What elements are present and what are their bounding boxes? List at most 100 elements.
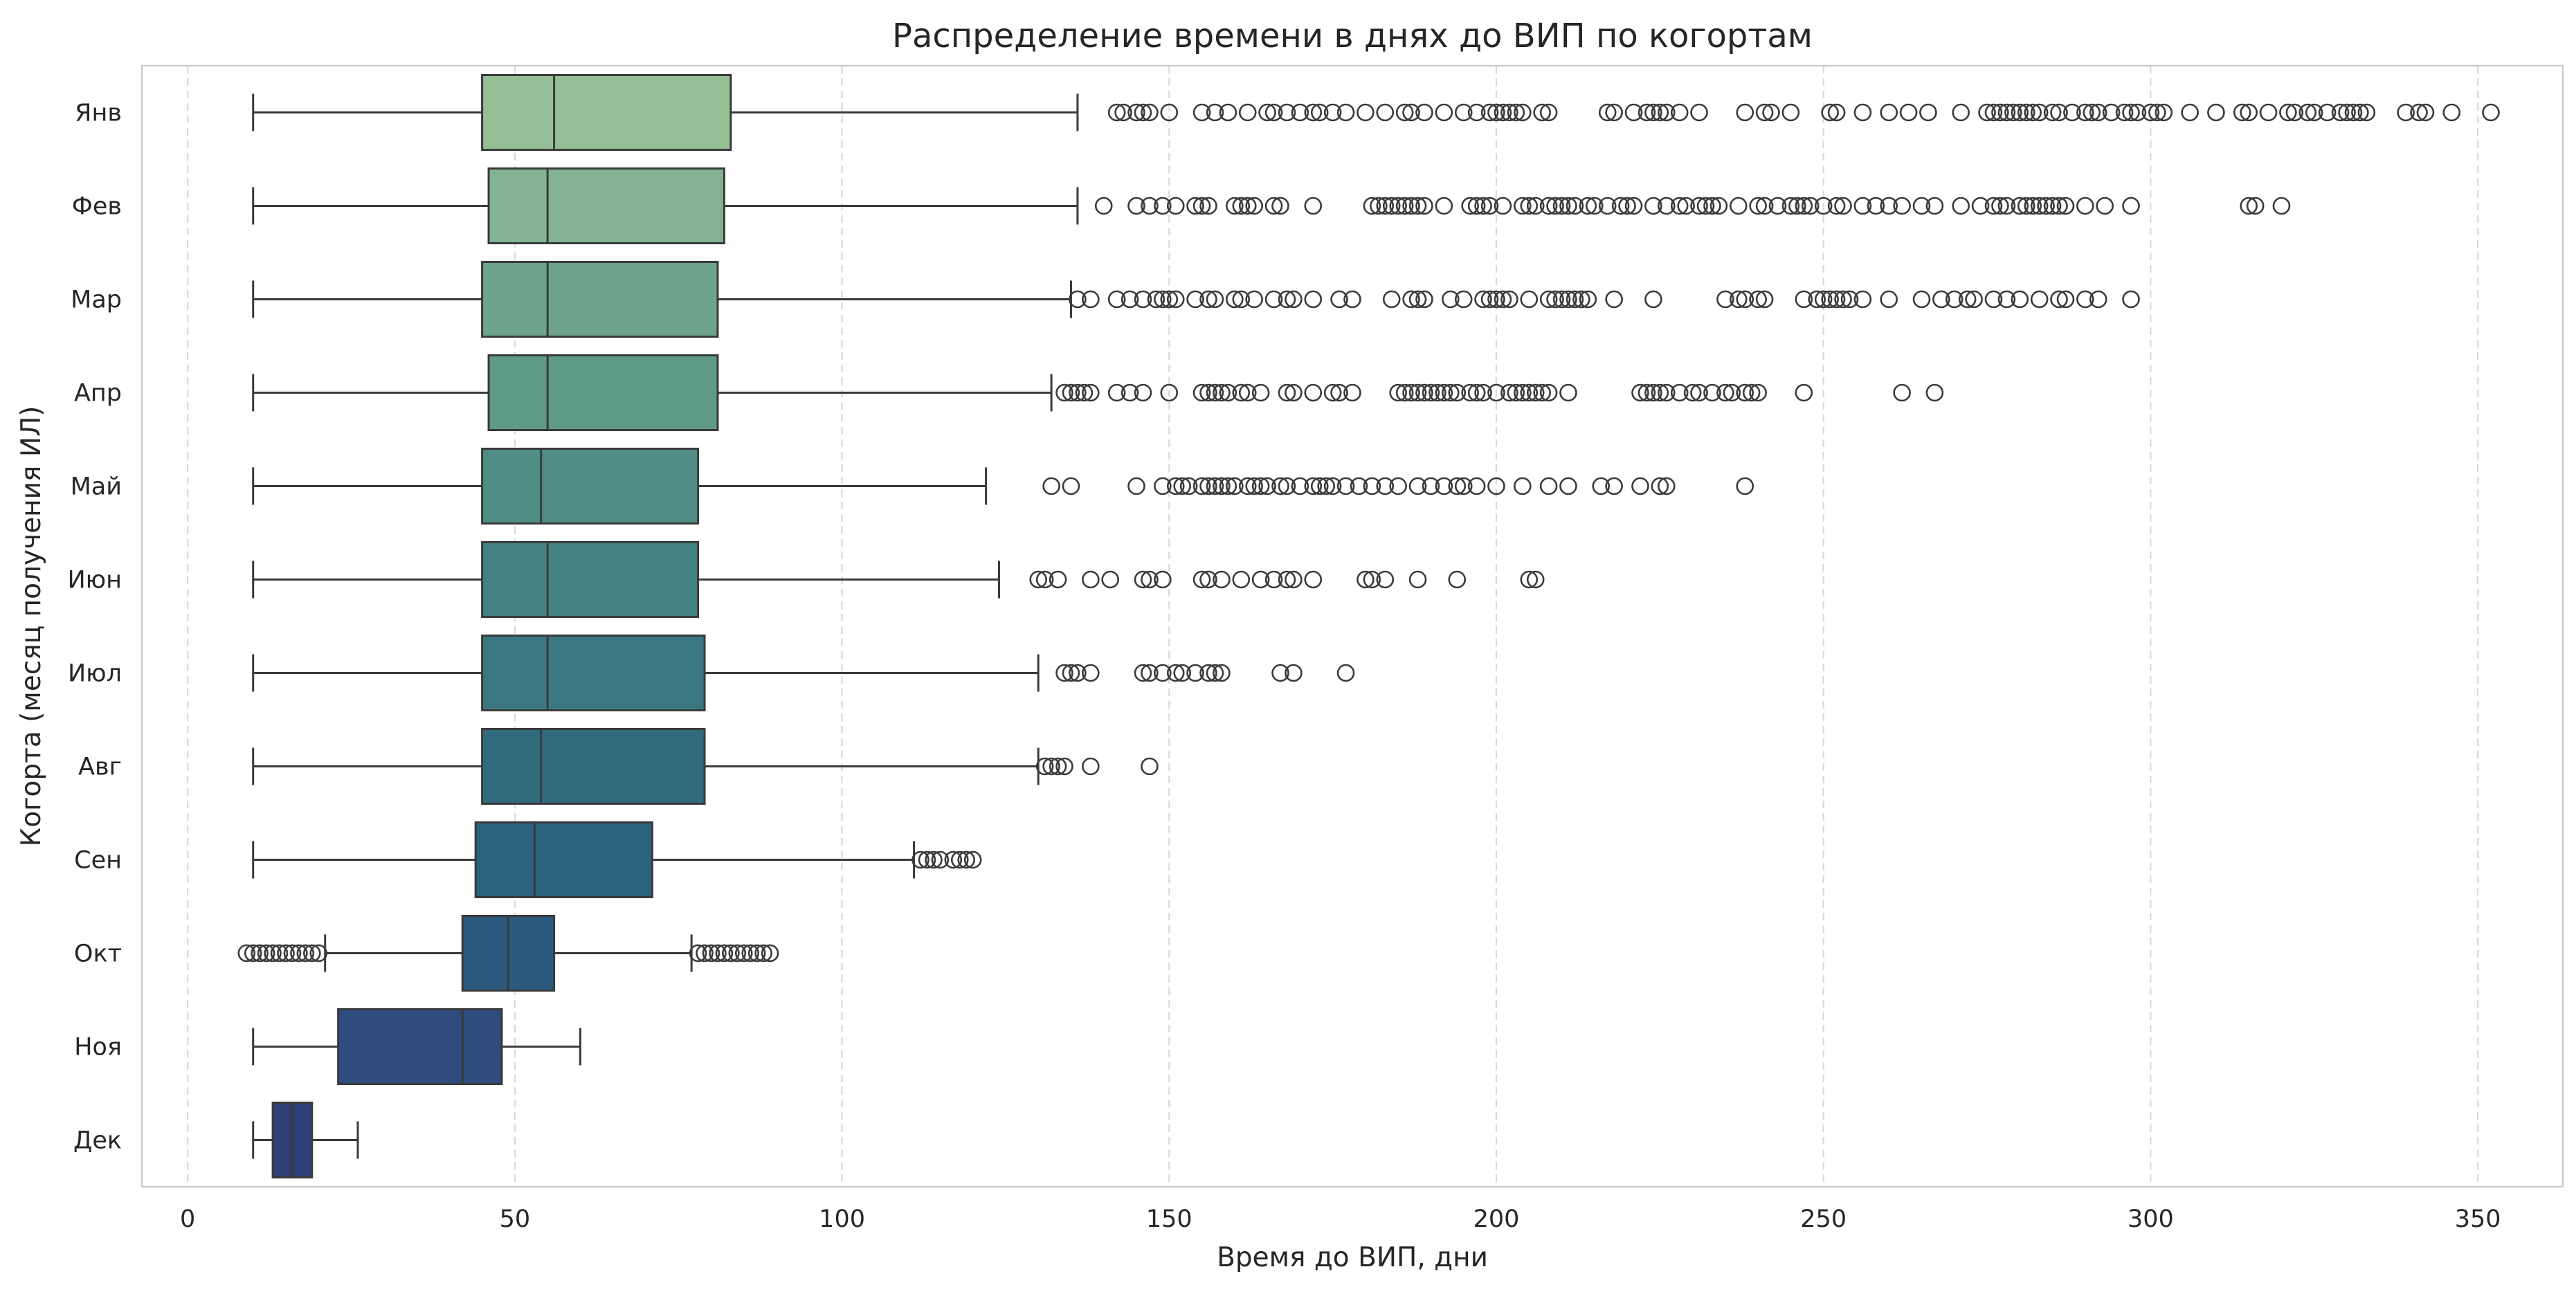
outlier-point (1199, 197, 1217, 215)
outlier-point (1533, 383, 1551, 402)
outlier-point (1808, 290, 1826, 309)
outlier-point (1893, 383, 1911, 402)
outlier-point (1631, 383, 1649, 402)
outlier-point (1487, 383, 1505, 402)
y-tick-label: Фев (72, 193, 122, 221)
outlier-point (1467, 103, 1486, 122)
outlier-point (2240, 103, 2258, 122)
outlier-point (1199, 290, 1217, 309)
outlier-point (1134, 290, 1152, 309)
outlier-point (1336, 103, 1355, 122)
outlier-point (1245, 290, 1263, 309)
outlier-point (1984, 290, 2003, 309)
outlier-point (1330, 290, 1348, 309)
outlier-point (1723, 383, 1741, 402)
outlier-point (2285, 103, 2304, 122)
outlier-point (1304, 197, 1323, 215)
outlier-point (1232, 290, 1251, 309)
outlier-point (1415, 290, 1433, 309)
outlier-point (1788, 197, 1806, 215)
box-Июн (252, 541, 1545, 618)
outlier-point (1310, 477, 1329, 495)
outlier-point (1880, 290, 1898, 309)
outlier-point (1467, 383, 1486, 402)
outlier-point (2233, 103, 2251, 122)
outlier-point (2240, 197, 2258, 215)
outlier-point (1166, 477, 1185, 495)
outlier-point (1952, 197, 1970, 215)
outlier-point (1539, 477, 1558, 495)
box-Авг (252, 728, 1159, 805)
outlier-point (689, 944, 707, 963)
outlier-point (1238, 383, 1257, 402)
outlier-point (1304, 103, 1323, 122)
outlier-point (747, 944, 766, 963)
outlier-point (1971, 197, 1990, 215)
outlier-point (1690, 383, 1708, 402)
outlier-point (1192, 570, 1211, 589)
outlier-point (1219, 477, 1237, 495)
outlier-point (2279, 103, 2297, 122)
outlier-point (1389, 383, 1407, 402)
outlier-point (1264, 290, 1283, 309)
outlier-point (709, 944, 727, 963)
outlier-point (1035, 570, 1054, 589)
outlier-point (1376, 197, 1395, 215)
outlier-point (1514, 197, 1532, 215)
outlier-point (1408, 290, 1427, 309)
outlier-point (1487, 103, 1505, 122)
x-gridlines (187, 66, 2479, 1187)
iqr-box (481, 541, 700, 618)
outlier-point (1278, 570, 1296, 589)
outlier-point (2128, 103, 2147, 122)
outlier-point (1552, 197, 1571, 215)
outlier-point (1206, 477, 1224, 495)
y-tick-label: Ноя (74, 1034, 122, 1061)
outlier-point (1716, 290, 1734, 309)
outlier-point (2024, 103, 2042, 122)
outlier-point (1520, 383, 1539, 402)
outlier-point (1134, 103, 1152, 122)
outlier-point (1755, 103, 1774, 122)
outlier-point (2357, 103, 2376, 122)
outlier-point (1644, 197, 1662, 215)
outlier-point (1494, 197, 1512, 215)
outlier-point (1134, 664, 1152, 682)
outlier-point (1448, 383, 1467, 402)
outlier-point (2011, 290, 2029, 309)
outlier-point (1461, 197, 1479, 215)
outlier-point (1572, 290, 1590, 309)
outlier-point (1402, 290, 1420, 309)
outlier-point (1408, 477, 1427, 495)
outlier-point (1069, 664, 1087, 682)
outlier-point (1323, 383, 1342, 402)
outlier-point (1559, 290, 1577, 309)
outlier-point (1382, 290, 1401, 309)
outlier-point (2030, 103, 2049, 122)
outlier-point (1539, 197, 1558, 215)
outlier-point (1192, 103, 1211, 122)
outlier-point (1206, 383, 1224, 402)
outlier-point (2089, 103, 2107, 122)
outlier-point (1245, 197, 1263, 215)
outlier-point (1304, 477, 1323, 495)
box-Апр (252, 354, 1944, 431)
outlier-point (2076, 103, 2094, 122)
outlier-point (2442, 103, 2461, 122)
outlier-point (1912, 290, 1931, 309)
outlier-point (1442, 383, 1460, 402)
outlier-point (1082, 383, 1100, 402)
outlier-point (237, 944, 256, 963)
outlier-point (1683, 383, 1702, 402)
outlier-point (1395, 383, 1414, 402)
outlier-point (1029, 570, 1048, 589)
outlier-point (1893, 197, 1911, 215)
outlier-point (1062, 477, 1080, 495)
outlier-point (2056, 197, 2075, 215)
outlier-point (1500, 290, 1518, 309)
outlier-point (1435, 477, 1453, 495)
outlier-point (1186, 290, 1204, 309)
outlier-point (1127, 103, 1145, 122)
outlier-point (1474, 383, 1492, 402)
outlier-point (696, 944, 714, 963)
